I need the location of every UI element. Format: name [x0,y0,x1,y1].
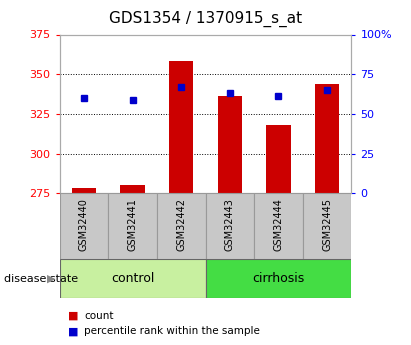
Bar [120,185,145,193]
Text: count: count [84,311,114,321]
Bar [303,193,351,259]
Text: GSM32443: GSM32443 [225,198,235,251]
Bar [206,193,254,259]
Bar [169,61,193,193]
Text: GDS1354 / 1370915_s_at: GDS1354 / 1370915_s_at [109,10,302,27]
Text: percentile rank within the sample: percentile rank within the sample [84,326,260,336]
Text: ■: ■ [68,311,79,321]
Bar [60,259,206,298]
Text: GSM32445: GSM32445 [322,198,332,251]
Text: ▶: ▶ [47,274,55,284]
Text: control: control [111,272,154,285]
Bar [157,193,206,259]
Bar [254,193,303,259]
Text: GSM32442: GSM32442 [176,198,186,251]
Text: GSM32444: GSM32444 [273,198,284,251]
Bar [218,96,242,193]
Text: GSM32441: GSM32441 [127,198,138,251]
Bar [72,188,96,193]
Text: cirrhosis: cirrhosis [252,272,305,285]
Bar [60,193,108,259]
Bar [315,84,339,193]
Text: disease state: disease state [4,274,78,284]
Text: ■: ■ [68,326,79,336]
Bar [266,125,291,193]
Bar [206,259,351,298]
Bar [108,193,157,259]
Text: GSM32440: GSM32440 [79,198,89,251]
